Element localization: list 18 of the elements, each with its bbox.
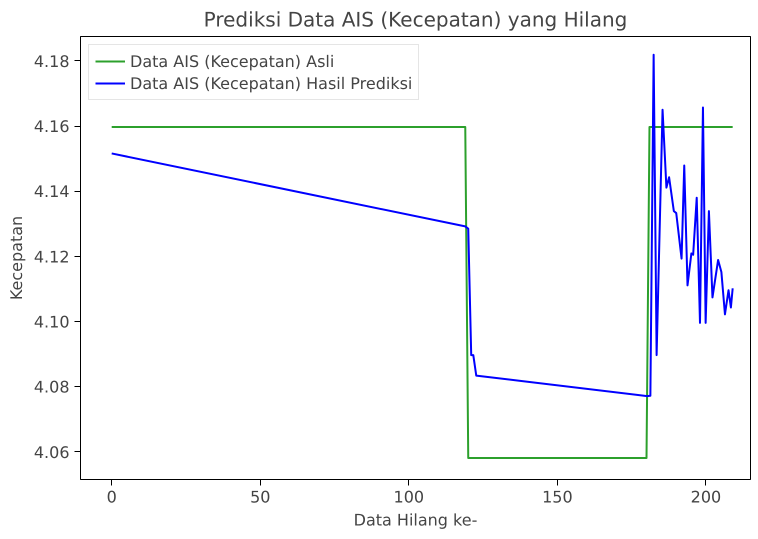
legend-label: Data AIS (Kecepatan) Hasil Prediksi [130,74,412,92]
x-tick-label: 50 [250,488,270,506]
line-series [110,54,734,398]
y-tick-label: 4.16 [34,117,70,136]
y-tick-label: 4.06 [34,442,70,462]
x-tick-label: 100 [394,488,424,506]
y-tick-label: 4.10 [34,312,70,332]
y-axis-title: Kecepatan [6,216,26,300]
y-tick-label: 4.18 [34,52,70,71]
x-axis-title: Data Hilang ke- [354,510,478,530]
x-tick-label: 150 [542,488,573,506]
chart-title: Prediksi Data AIS (Kecepatan) yang Hilang [204,8,628,32]
x-tick-label: 0 [106,488,117,506]
legend-label: Data AIS (Kecepatan) Asli [130,52,334,70]
y-tick-label: 4.14 [34,182,70,202]
y-tick-label: 4.08 [34,378,70,397]
y-tick-label: 4.12 [34,247,70,266]
x-tick-label: 200 [690,488,722,506]
